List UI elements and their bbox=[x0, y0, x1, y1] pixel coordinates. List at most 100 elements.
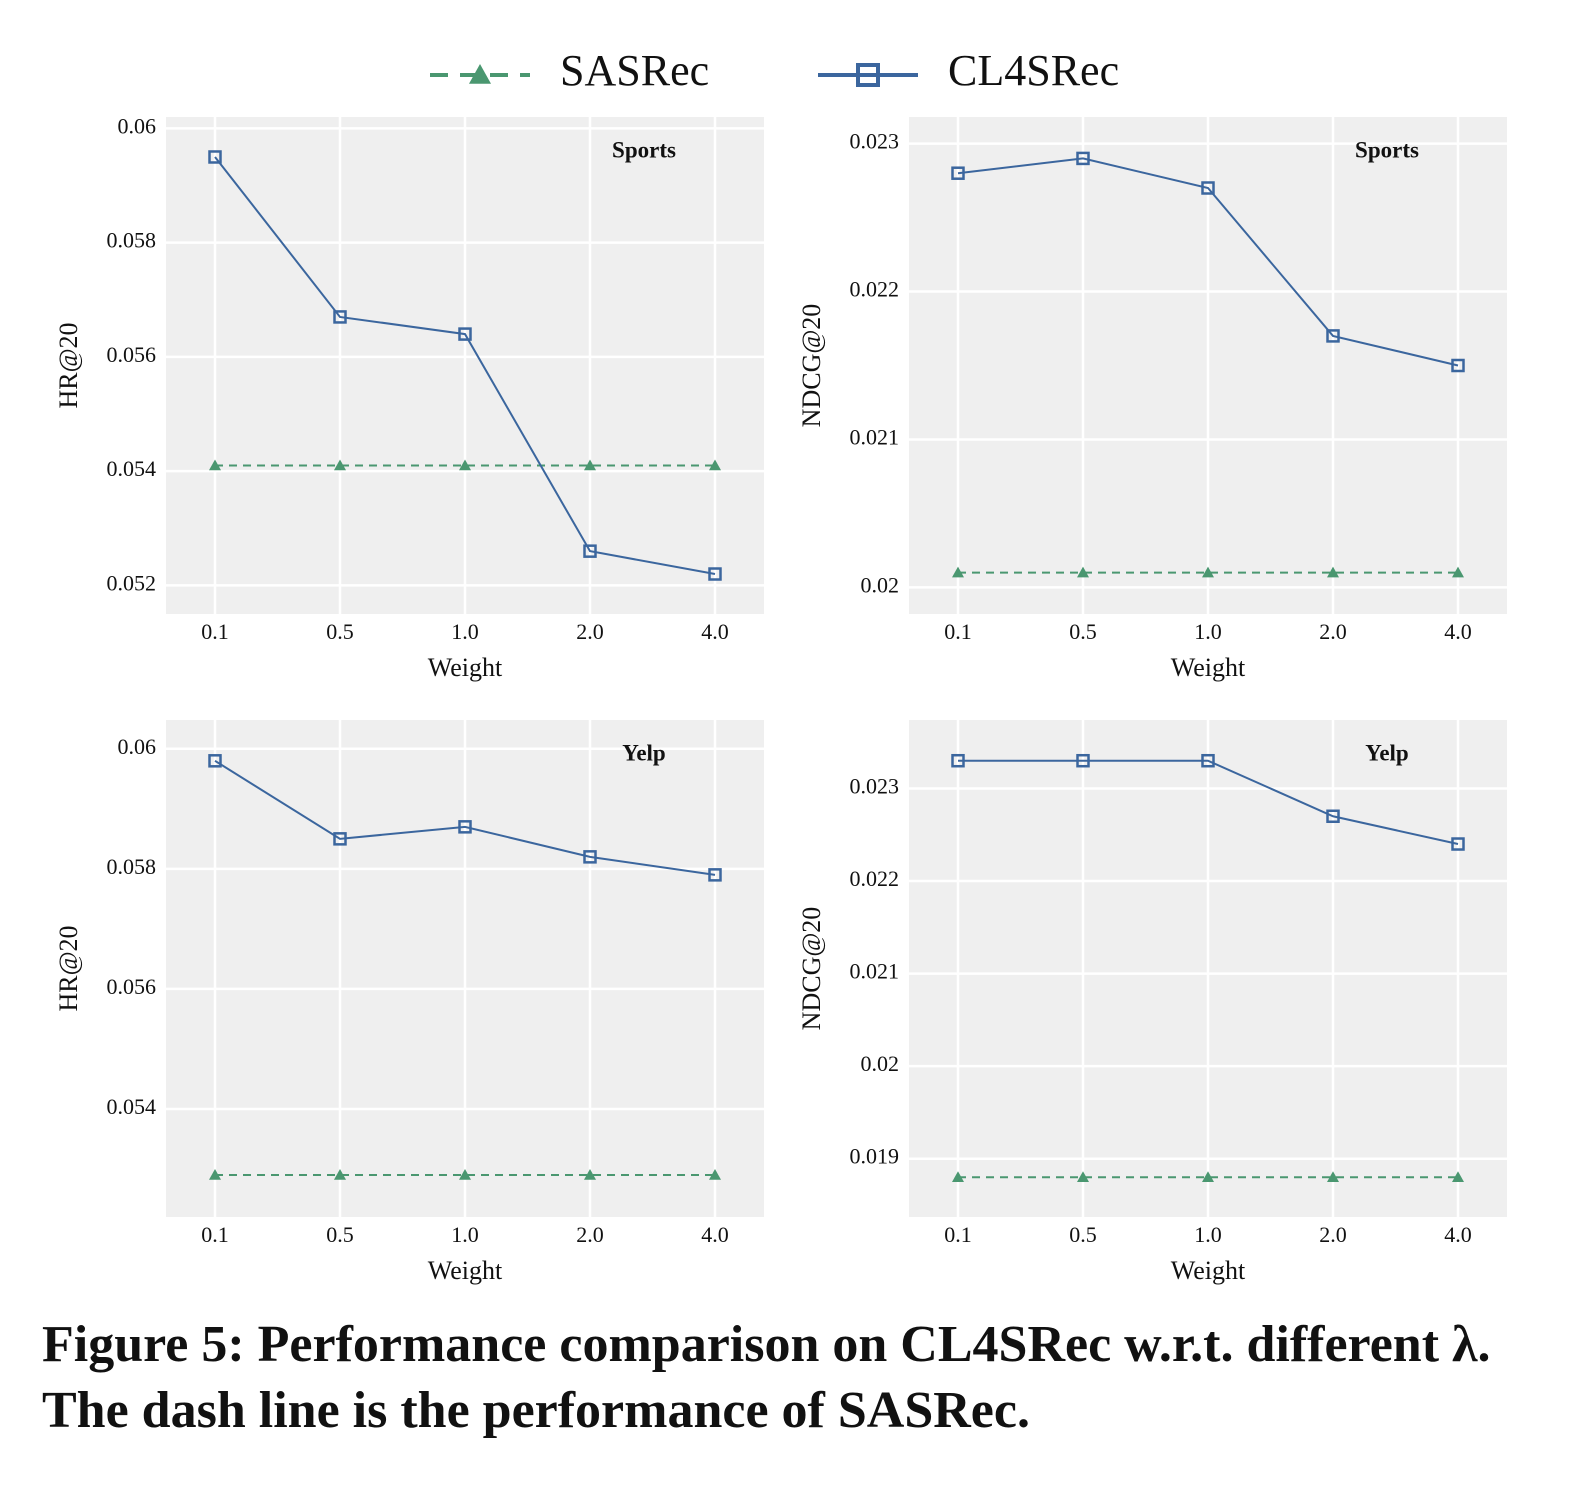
marker-square bbox=[458, 820, 472, 834]
y-tick-label: 0.022 bbox=[850, 866, 900, 891]
x-tick-label: 2.0 bbox=[576, 1222, 604, 1247]
x-tick-label: 0.1 bbox=[201, 619, 229, 644]
marker-triangle bbox=[1327, 566, 1339, 578]
y-tick-label: 0.021 bbox=[850, 959, 900, 984]
annotation: Sports bbox=[1355, 137, 1419, 162]
marker-triangle bbox=[459, 459, 471, 471]
series-line bbox=[214, 156, 716, 575]
series-line bbox=[214, 759, 716, 876]
marker-triangle bbox=[209, 1168, 221, 1180]
marker-triangle bbox=[952, 1171, 964, 1183]
marker-triangle bbox=[459, 1168, 471, 1180]
marker-triangle bbox=[1327, 1171, 1339, 1183]
marker-triangle bbox=[952, 566, 964, 578]
x-tick-label: 0.5 bbox=[1069, 1222, 1097, 1247]
y-tick-label: 0.056 bbox=[107, 974, 157, 999]
y-tick-label: 0.054 bbox=[107, 456, 157, 481]
marker-square bbox=[458, 327, 472, 341]
marker-triangle bbox=[334, 1168, 346, 1180]
legend-label: SASRec bbox=[560, 46, 709, 95]
marker-square bbox=[1201, 181, 1215, 195]
marker-square bbox=[708, 868, 722, 882]
series-line bbox=[958, 759, 1459, 845]
annotation: Yelp bbox=[1365, 740, 1408, 765]
x-tick-label: 0.1 bbox=[944, 1222, 972, 1247]
marker-square bbox=[583, 544, 597, 558]
marker-triangle bbox=[584, 1168, 596, 1180]
y-axis-label: NDCG@20 bbox=[797, 907, 826, 1031]
marker-triangle bbox=[1202, 566, 1214, 578]
x-axis-label: Weight bbox=[1171, 1256, 1246, 1285]
figure: SASRec CL4SRec 0.052 0.054 0.056 0.058 0.06 0.1… bbox=[54, 46, 1507, 1285]
marker-square bbox=[856, 63, 880, 87]
y-tick-label: 0.056 bbox=[107, 342, 157, 367]
marker-triangle bbox=[1077, 1171, 1089, 1183]
x-tick-label: 0.1 bbox=[201, 1222, 229, 1247]
x-tick-label: 1.0 bbox=[1194, 1222, 1222, 1247]
y-tick-label: 0.052 bbox=[107, 570, 157, 595]
marker-square bbox=[1451, 837, 1465, 851]
x-axis-label: Weight bbox=[1171, 653, 1246, 682]
marker-square bbox=[708, 567, 722, 581]
y-tick-label: 0.058 bbox=[107, 228, 157, 253]
marker-square bbox=[208, 150, 222, 164]
marker-triangle bbox=[709, 459, 721, 471]
marker-triangle bbox=[709, 1168, 721, 1180]
x-tick-label: 0.5 bbox=[326, 619, 354, 644]
y-tick-label: 0.023 bbox=[850, 774, 900, 799]
x-tick-label: 2.0 bbox=[576, 619, 604, 644]
y-tick-label: 0.06 bbox=[118, 734, 157, 759]
x-tick-label: 2.0 bbox=[1319, 1222, 1347, 1247]
marker-triangle bbox=[1452, 1171, 1464, 1183]
y-tick-label: 0.021 bbox=[850, 425, 900, 450]
x-tick-label: 1.0 bbox=[451, 619, 479, 644]
marker-square bbox=[1201, 753, 1215, 768]
marker-square bbox=[1076, 753, 1090, 768]
marker-square bbox=[333, 832, 347, 846]
marker-triangle bbox=[584, 459, 596, 471]
y-tick-label: 0.06 bbox=[118, 113, 157, 138]
marker-square bbox=[1326, 329, 1340, 343]
y-axis-label: NDCG@20 bbox=[797, 304, 826, 428]
marker-square bbox=[1451, 358, 1465, 373]
y-tick-label: 0.023 bbox=[850, 129, 900, 154]
y-tick-label: 0.019 bbox=[850, 1144, 900, 1169]
marker-triangle bbox=[1077, 566, 1089, 578]
annotation: Sports bbox=[612, 137, 676, 162]
marker-triangle bbox=[1452, 566, 1464, 578]
marker-triangle bbox=[209, 459, 221, 471]
x-tick-label: 2.0 bbox=[1319, 619, 1347, 644]
y-tick-label: 0.054 bbox=[107, 1094, 157, 1119]
marker-triangle bbox=[334, 459, 346, 471]
x-tick-label: 4.0 bbox=[1444, 619, 1472, 644]
marker-square bbox=[1076, 151, 1090, 166]
annotation: Yelp bbox=[622, 740, 665, 765]
x-tick-label: 1.0 bbox=[1194, 619, 1222, 644]
caption: Figure 5: Performance comparison on CL4S… bbox=[42, 1316, 1491, 1439]
y-tick-label: 0.058 bbox=[107, 854, 157, 879]
marker-square bbox=[333, 310, 347, 324]
x-tick-label: 4.0 bbox=[701, 619, 729, 644]
marker-square bbox=[208, 754, 222, 768]
x-tick-label: 0.1 bbox=[944, 619, 972, 644]
y-tick-label: 0.022 bbox=[850, 277, 900, 302]
marker-square bbox=[1326, 809, 1340, 824]
series-line bbox=[957, 157, 1459, 367]
x-tick-label: 1.0 bbox=[451, 1222, 479, 1247]
y-axis-label: HR@20 bbox=[54, 925, 83, 1011]
marker-square bbox=[951, 753, 965, 768]
marker-triangle bbox=[469, 64, 491, 84]
x-axis-label: Weight bbox=[428, 653, 503, 682]
marker-triangle bbox=[1202, 1171, 1214, 1183]
y-tick-label: 0.02 bbox=[861, 1051, 900, 1076]
legend-label: CL4SRec bbox=[948, 46, 1119, 95]
x-tick-label: 4.0 bbox=[701, 1222, 729, 1247]
marker-square bbox=[583, 850, 597, 864]
x-tick-label: 0.5 bbox=[326, 1222, 354, 1247]
x-tick-label: 0.5 bbox=[1069, 619, 1097, 644]
y-tick-label: 0.02 bbox=[861, 572, 900, 597]
marker-square bbox=[951, 166, 965, 180]
x-axis-label: Weight bbox=[428, 1256, 503, 1285]
x-tick-label: 4.0 bbox=[1444, 1222, 1472, 1247]
